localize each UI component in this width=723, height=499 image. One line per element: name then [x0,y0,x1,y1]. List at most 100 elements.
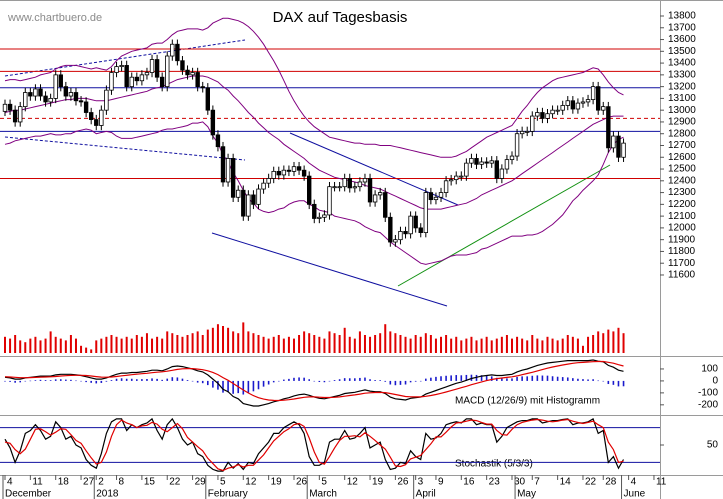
histogram-bar [475,374,478,381]
histogram-bar [379,380,381,381]
candle-body [129,76,134,88]
volume-bar [277,335,280,353]
x-tick-label: 12 [347,477,359,488]
histogram-bar [617,380,620,387]
candle-body [170,43,175,57]
volume-bar [135,335,138,353]
macd-label: MACD (12/26/9) mit Histogramm [455,396,600,407]
histogram-bar [566,377,569,381]
histogram-bar [176,377,179,381]
histogram-bar [587,379,589,381]
volume-bar [227,327,230,353]
histogram-bar [288,378,290,381]
candle-body [256,188,261,205]
volume-bar [389,331,392,353]
y-tick-label: 12300 [668,187,696,198]
histogram-bar [445,375,447,381]
histogram-bar [394,380,397,386]
histogram-bar [151,378,153,381]
volume-bar [206,329,209,353]
candle-body [104,89,109,111]
volume-bar [303,331,306,353]
candle-body [159,76,165,88]
histogram-bar [171,377,174,381]
histogram-bar [75,380,77,382]
candle-body [48,98,53,103]
volume-bar [247,331,250,353]
x-tick-label: 15 [144,477,156,488]
candle-body [271,170,276,179]
histogram-bar [196,380,199,383]
histogram-bar [313,380,316,382]
candle-body [205,87,210,111]
histogram-bar [247,380,250,393]
candle-body [362,178,368,183]
y-tick-label: 13200 [668,81,696,92]
volume-bar [571,336,574,353]
histogram-bar [110,380,113,381]
volume-bar [298,335,301,353]
candle-body [99,109,104,126]
candle-body [448,179,454,182]
x-tick-label: 19 [372,477,384,488]
volume-bar [475,340,478,353]
volume-bar [85,347,88,353]
volume-bar [272,336,275,353]
histogram-bar [622,380,625,387]
histogram-bar [9,380,11,382]
histogram-bar [430,377,432,381]
candle-body [590,86,596,100]
stochastic-line [4,418,624,472]
volume-bar [546,336,549,353]
histogram-bar [191,380,194,382]
y-tick-label: 12500 [668,164,696,175]
volume-bar [480,338,483,353]
volume-bar [19,340,22,353]
histogram-bar [328,380,331,382]
volume-bar [24,342,27,353]
volume-bar [9,338,12,353]
candle-body [545,113,550,119]
candle-body [78,100,84,103]
volume-bar [369,336,372,353]
candle-body [180,60,185,71]
candle-body [134,76,140,82]
volume-bar [328,331,331,353]
histogram-bar [95,380,98,384]
candle-body [94,119,99,126]
histogram-bar [207,380,209,386]
volume-bar [358,331,361,353]
histogram-bar [161,379,163,381]
x-tick-label: 27 [83,477,95,488]
candle-body [190,72,195,76]
volume-bar [64,340,67,353]
x-tick-label: 11 [32,477,43,488]
volume-bar [181,336,184,353]
volume-bar [384,324,387,353]
histogram-bar [414,380,417,382]
candle-body [509,155,515,161]
x-tick-label: 5 [220,477,226,488]
histogram-bar [267,380,270,385]
volume-bar [551,338,554,353]
x-tick-label: 30 [514,477,526,488]
histogram-bar [201,380,204,384]
histogram-bar [495,377,498,381]
y-tick-label: 12600 [668,152,696,163]
volume-bar [191,333,194,353]
y-tick-label: 11700 [668,258,696,269]
candle-body [464,162,469,177]
histogram-bar [480,375,483,381]
volume-bar [470,336,473,353]
histogram-bar [460,375,463,381]
candle-body [550,109,555,115]
volume-bar [186,335,189,353]
candle-body [139,74,145,82]
volume-bar [500,336,503,353]
histogram-bar [541,375,544,381]
volume-bar [348,336,351,353]
histogram-bar [252,380,255,392]
histogram-bar [125,378,128,381]
